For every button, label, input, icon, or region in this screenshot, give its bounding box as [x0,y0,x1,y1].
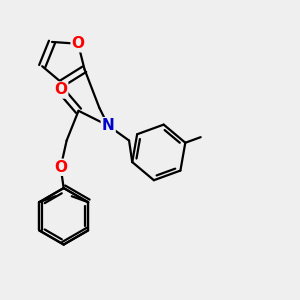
Text: O: O [54,160,67,175]
Text: O: O [54,82,67,98]
Text: O: O [72,36,85,51]
Text: N: N [102,118,115,133]
